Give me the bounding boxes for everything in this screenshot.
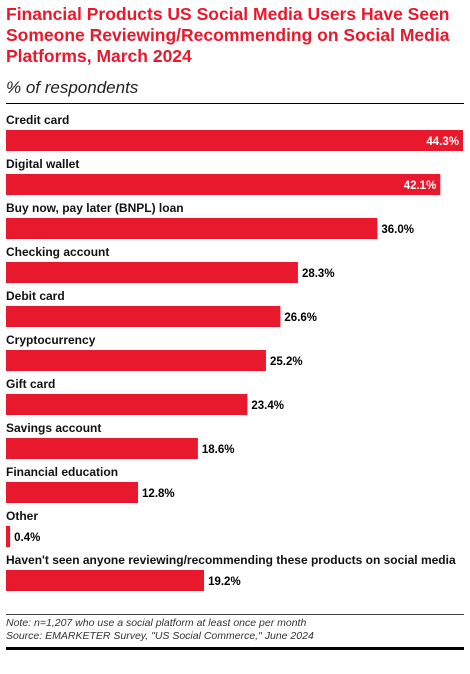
value-label: 26.6% [284, 312, 317, 324]
bar [6, 394, 248, 415]
bar [6, 174, 441, 195]
category-label: Haven't seen anyone reviewing/recommendi… [6, 553, 456, 567]
chart-subtitle: % of respondents [6, 78, 139, 97]
value-label: 36.0% [381, 224, 414, 236]
bar [6, 350, 266, 371]
value-label: 18.6% [202, 444, 235, 456]
value-label: 44.3% [426, 136, 459, 148]
category-label: Credit card [6, 113, 69, 127]
category-label: Savings account [6, 421, 101, 435]
bar [6, 262, 298, 283]
category-label: Other [6, 509, 38, 523]
value-label: 0.4% [14, 532, 40, 544]
value-label: 12.8% [142, 488, 175, 500]
category-label: Cryptocurrency [6, 333, 96, 347]
bar [6, 482, 139, 503]
value-label: 25.2% [270, 356, 303, 368]
bar [6, 218, 378, 239]
category-label: Buy now, pay later (BNPL) loan [6, 201, 184, 215]
category-label: Checking account [6, 245, 109, 259]
bottom-rule [6, 614, 464, 615]
source-text: Source: EMARKETER Survey, "US Social Com… [6, 630, 314, 642]
value-label: 19.2% [208, 576, 241, 588]
bar [6, 570, 205, 591]
category-label: Debit card [6, 289, 65, 303]
value-label: 42.1% [404, 180, 437, 192]
top-rule [6, 103, 464, 104]
value-label: 28.3% [302, 268, 335, 280]
value-label: 23.4% [251, 400, 284, 412]
bar [6, 306, 281, 327]
bar [6, 526, 11, 547]
chart-footnote: Note: n=1,207 who use a social platform … [6, 617, 314, 643]
category-label: Financial education [6, 465, 118, 479]
chart-title: Financial Products US Social Media Users… [6, 4, 450, 66]
category-label: Gift card [6, 377, 55, 391]
bar [6, 438, 198, 459]
bar [6, 130, 463, 151]
end-rule [6, 647, 464, 650]
category-label: Digital wallet [6, 157, 79, 171]
note-text: Note: n=1,207 who use a social platform … [6, 617, 307, 629]
